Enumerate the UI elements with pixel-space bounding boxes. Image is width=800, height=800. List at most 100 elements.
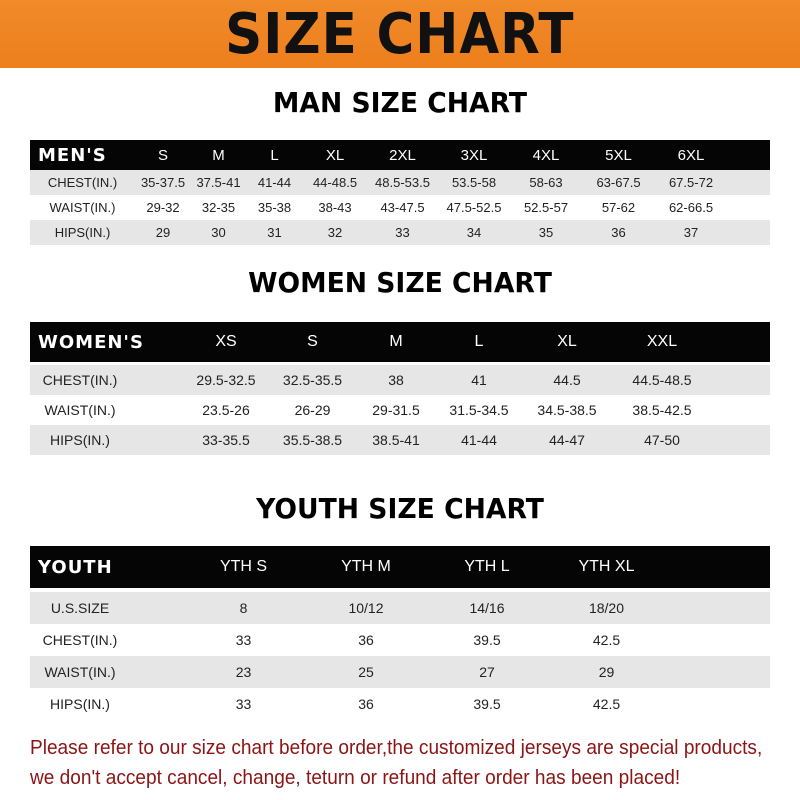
- size-value: 32-35: [201, 200, 236, 215]
- size-value: 58-63: [529, 175, 563, 190]
- size-value: 30: [211, 225, 226, 240]
- size-value: 39.5: [473, 632, 501, 648]
- size-header: L: [474, 333, 484, 350]
- header-row: WOMEN'S XS S M L XL XXL: [30, 322, 770, 362]
- size-value: 42.5: [592, 696, 621, 712]
- size-value: 26-29: [294, 402, 331, 418]
- size-value: 31.5-34.5: [449, 402, 509, 418]
- size-header: M: [212, 146, 225, 164]
- size-value: 29.5-32.5: [196, 372, 256, 388]
- size-value: 41-44: [257, 175, 292, 190]
- size-header: XS: [215, 333, 237, 350]
- row-label: CHEST(IN.): [47, 175, 118, 190]
- row-label: WAIST(IN.): [44, 402, 116, 418]
- table-row: U.S.SIZE 8 10/12 14/16 18/20: [30, 592, 770, 624]
- size-value: 32: [327, 225, 343, 240]
- youth-size-table: YOUTH YTH S YTH M YTH L YTH XL U.S.SIZE 8 10/12…: [30, 546, 770, 720]
- order-notice-line: Please refer to our size chart before or…: [30, 736, 763, 759]
- size-value: 38.5-42.5: [632, 402, 692, 418]
- size-value: 25: [358, 664, 374, 680]
- size-header: XL: [325, 146, 345, 164]
- size-value: 47-50: [644, 432, 680, 448]
- size-value: 36: [611, 225, 626, 240]
- size-value: 36: [358, 696, 374, 712]
- size-chart-banner: SIZE CHART: [0, 0, 800, 68]
- size-value: 35.5-38.5: [282, 432, 343, 448]
- size-value: 29: [155, 225, 171, 240]
- table-row: WAIST(IN.) 23 25 27 29: [30, 656, 770, 688]
- size-value: 53.5-58: [451, 175, 497, 190]
- size-header: YTH L: [464, 558, 510, 575]
- size-header: XL: [557, 333, 577, 350]
- header-row: YOUTH YTH S YTH M YTH L YTH XL: [30, 546, 770, 588]
- size-value: 36: [358, 632, 374, 648]
- size-header: 6XL: [677, 146, 705, 164]
- women-size-table: WOMEN'S XS S M L XL XXL CHEST(IN.) 29.5-32.5 32.5…: [30, 322, 770, 455]
- size-value: 32.5-35.5: [282, 372, 343, 388]
- order-notice-line: we don't accept cancel, change, teturn o…: [30, 766, 681, 789]
- size-value: 38.5-41: [372, 432, 420, 448]
- size-value: 33-35.5: [202, 432, 250, 448]
- table-group-label: MEN'S: [38, 144, 107, 166]
- size-value: 48.5-53.5: [375, 175, 430, 190]
- row-label: WAIST(IN.): [44, 664, 116, 680]
- size-header: S: [157, 146, 168, 164]
- row-label: WAIST(IN.): [49, 200, 116, 215]
- size-value: 41: [471, 372, 487, 388]
- row-label: HIPS(IN.): [50, 432, 110, 448]
- header-row: MEN'S S M L XL 2XL 3XL 4XL 5XL 6XL: [30, 140, 770, 170]
- size-header: 3XL: [460, 146, 488, 164]
- size-value: 33: [235, 632, 252, 648]
- size-value: 31: [267, 225, 282, 240]
- row-label: CHEST(IN.): [42, 632, 118, 648]
- row-label: CHEST(IN.): [42, 372, 118, 388]
- size-value: 33: [235, 696, 252, 712]
- size-value: 42.5: [592, 632, 621, 648]
- table-row: CHEST(IN.) 35-37.5 37.5-41 41-44 44-48.5 48.5…: [30, 170, 770, 195]
- row-label: HIPS(IN.): [54, 225, 111, 240]
- women-section-title: WOMEN SIZE CHART: [248, 266, 552, 299]
- size-value: 39.5: [473, 696, 501, 712]
- men-section-title: MAN SIZE CHART: [272, 86, 528, 119]
- size-value: 37: [683, 225, 699, 240]
- size-header: M: [389, 333, 403, 350]
- size-value: 44-47: [549, 432, 585, 448]
- table-group-label: WOMEN'S: [38, 331, 144, 353]
- size-value: 14/16: [469, 600, 505, 616]
- size-value: 27: [479, 664, 495, 680]
- table-row: WAIST(IN.) 23.5-26 26-29 29-31.5 31.5-34.5 34…: [30, 395, 770, 425]
- size-header: 5XL: [605, 146, 632, 164]
- size-header: 2XL: [389, 146, 416, 164]
- size-value: 44-48.5: [312, 175, 358, 190]
- size-value: 29-31.5: [372, 402, 420, 418]
- size-header: YTH XL: [578, 558, 635, 575]
- size-header: S: [307, 333, 318, 350]
- size-value: 23: [235, 664, 252, 680]
- size-value: 18/20: [588, 600, 625, 616]
- size-value: 67.5-72: [668, 175, 714, 190]
- size-value: 62-66.5: [668, 200, 714, 215]
- table-group-label: YOUTH: [38, 556, 113, 578]
- size-value: 34.5-38.5: [537, 402, 597, 418]
- row-label: U.S.SIZE: [50, 600, 110, 616]
- size-value: 43-47.5: [380, 200, 425, 215]
- order-notice: Please refer to our size chart before or…: [30, 733, 763, 793]
- size-value: 23.5-26: [202, 402, 250, 418]
- size-value: 63-67.5: [596, 175, 641, 190]
- men-size-table: MEN'S S M L XL 2XL 3XL 4XL 5XL 6XL CHEST(IN.) 35-37…: [30, 140, 770, 245]
- size-value: 41-44: [461, 432, 497, 448]
- size-value: 37.5-41: [196, 175, 241, 190]
- size-header: YTH S: [219, 558, 268, 575]
- size-value: 38-43: [318, 200, 352, 215]
- size-value: 35-38: [257, 200, 292, 215]
- size-header: XXL: [646, 333, 678, 350]
- size-value: 47.5-52.5: [446, 200, 502, 215]
- table-row: HIPS(IN.) 29 30 31 32 33 34 35 36 37: [30, 220, 770, 245]
- size-value: 57-62: [601, 200, 636, 215]
- table-row: WAIST(IN.) 29-32 32-35 35-38 38-43 43-47.5 47.…: [30, 195, 770, 220]
- table-row: CHEST(IN.) 29.5-32.5 32.5-35.5 38 41 44.5 44.5…: [30, 365, 770, 395]
- size-value: 8: [239, 600, 248, 616]
- size-value: 33: [395, 225, 410, 240]
- size-header: YTH M: [341, 558, 391, 575]
- size-value: 29-32: [146, 200, 180, 215]
